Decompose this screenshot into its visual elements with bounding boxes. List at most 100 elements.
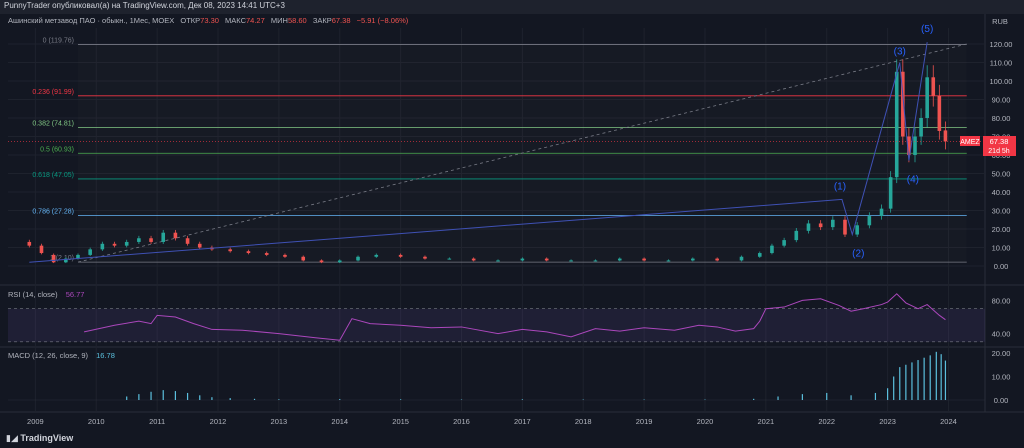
candle-body [937, 95, 942, 131]
candle-body [496, 260, 500, 262]
candle-body [374, 254, 379, 257]
candle-body [770, 245, 774, 254]
last-price-badge: AMEZ 67.38 21d 5h [960, 136, 1016, 156]
macd-tick-label: 0.00 [994, 396, 1009, 405]
badge-price: 67.38 [990, 137, 1009, 146]
candle-body [264, 253, 269, 255]
symbol-name: Ашинский метзавод ПАО · обыкн., 1Мес, MO… [8, 16, 174, 25]
time-tick-label: 2015 [392, 417, 409, 426]
candle-body [173, 232, 178, 239]
candle-body [593, 260, 598, 262]
macd-pane [8, 351, 985, 401]
price-tick-label: 120.00 [990, 40, 1013, 49]
price-tick-label: 30.00 [992, 207, 1011, 216]
candle-body [782, 240, 786, 246]
panes-background [0, 14, 1024, 413]
candle-body [337, 260, 342, 263]
currency-label: RUB [992, 17, 1008, 26]
price-tick-label: 80.00 [992, 114, 1011, 123]
candle-body [88, 249, 92, 255]
candlestick-series [8, 59, 985, 264]
candle-body [246, 251, 251, 254]
rsi-band-fill [8, 308, 985, 342]
fib-level-label: 0 (119.76) [43, 37, 74, 44]
time-tick-label: 2014 [331, 417, 348, 426]
wave-label: (4) [907, 175, 919, 186]
candle-body [642, 258, 646, 261]
candle-body [423, 256, 427, 259]
candle-body [925, 77, 929, 118]
candle-body [161, 232, 166, 242]
candle-body [806, 223, 811, 231]
candle-body [356, 256, 360, 261]
candle-body [617, 258, 622, 261]
footer: ▮◢ TradingView [0, 430, 1024, 448]
candle-body [818, 223, 823, 228]
fib-level-label: 0.236 (91.99) [32, 89, 74, 96]
candle-body [112, 243, 117, 246]
low-value: 58.60 [288, 16, 307, 25]
rsi-tick-label: 40.00 [992, 330, 1011, 339]
badge-countdown: 21d 5h [988, 148, 1010, 155]
candle-body [149, 238, 153, 242]
price-tick-label: 10.00 [992, 244, 1011, 253]
chart-area[interactable]: 0 (119.76) 0.236 (91.99) 0.382 (74.81) 0.5 … [0, 14, 1024, 430]
price-tick-label: 90.00 [992, 96, 1011, 105]
time-tick-label: 2009 [27, 417, 44, 426]
macd-tick-label: 10.00 [992, 373, 1011, 382]
candle-body [691, 258, 695, 261]
close-value: 67.38 [332, 16, 351, 25]
tradingview-logo[interactable]: ▮◢ TradingView [6, 433, 73, 444]
fib-level-label: 1 (2.10) [50, 255, 74, 262]
candle-body [913, 136, 917, 155]
change-value: −5.91 (−8.06%) [357, 16, 409, 25]
elliott-wave-overlay: (1) (2) (3) (4) (5) [29, 24, 933, 263]
open-label: ОТКР [180, 16, 200, 25]
wave-label: (2) [852, 249, 864, 260]
time-tick-label: 2012 [210, 417, 227, 426]
time-tick-label: 2013 [271, 417, 288, 426]
candle-body [185, 238, 190, 244]
high-value: 74.27 [246, 16, 265, 25]
time-tick-label: 2016 [453, 417, 470, 426]
publisher-bar: PunnyTrader опубликовал(а) на TradingVie… [0, 0, 1024, 14]
time-tick-label: 2018 [575, 417, 592, 426]
price-tick-label: 100.00 [990, 77, 1013, 86]
high-label: МАКС [225, 16, 247, 25]
rsi-legend[interactable]: RSI (14, close) 56.77 [8, 290, 84, 299]
time-tick-label: 2019 [636, 417, 653, 426]
logo-icon: ▮◢ [6, 433, 21, 443]
candle-body [919, 118, 923, 137]
candle-body [931, 77, 936, 96]
candle-body [739, 256, 744, 261]
price-tick-label: 40.00 [992, 188, 1011, 197]
candle-body [544, 258, 549, 261]
macd-label: MACD (12, 26, close, 9) [8, 351, 89, 360]
time-tick-label: 2020 [697, 417, 714, 426]
candle-body [666, 260, 671, 262]
wave-label: (5) [921, 24, 933, 35]
fib-level-label: 0.382 (74.81) [32, 121, 74, 128]
time-tick-label: 2011 [149, 417, 165, 426]
candle-body [137, 238, 141, 242]
candle-body [520, 258, 525, 261]
candle-body [569, 260, 573, 262]
candle-body [888, 177, 893, 209]
candle-body [124, 241, 129, 246]
time-tick-label: 2017 [514, 417, 531, 426]
rsi-line [83, 293, 946, 341]
axes: 2009 2010 2011 2012 2013 2014 2015 2016 2017 2018… [27, 40, 1012, 426]
wave-path [29, 42, 928, 263]
rsi-label: RSI (14, close) [8, 290, 58, 299]
candle-body [867, 216, 872, 226]
candle-body [228, 249, 232, 252]
candle-body [894, 71, 899, 178]
rsi-pane [8, 293, 985, 343]
candle-body [843, 219, 847, 235]
time-tick-label: 2021 [758, 417, 775, 426]
symbol-legend[interactable]: Ашинский метзавод ПАО · обыкн., 1Мес, MO… [8, 16, 409, 25]
macd-legend[interactable]: MACD (12, 26, close, 9) 16.78 [8, 351, 115, 360]
rsi-tick-label: 80.00 [992, 296, 1011, 305]
fibonacci-retracement: 0 (119.76) 0.236 (91.99) 0.382 (74.81) 0.5 … [32, 37, 967, 263]
candle-body [901, 71, 905, 137]
